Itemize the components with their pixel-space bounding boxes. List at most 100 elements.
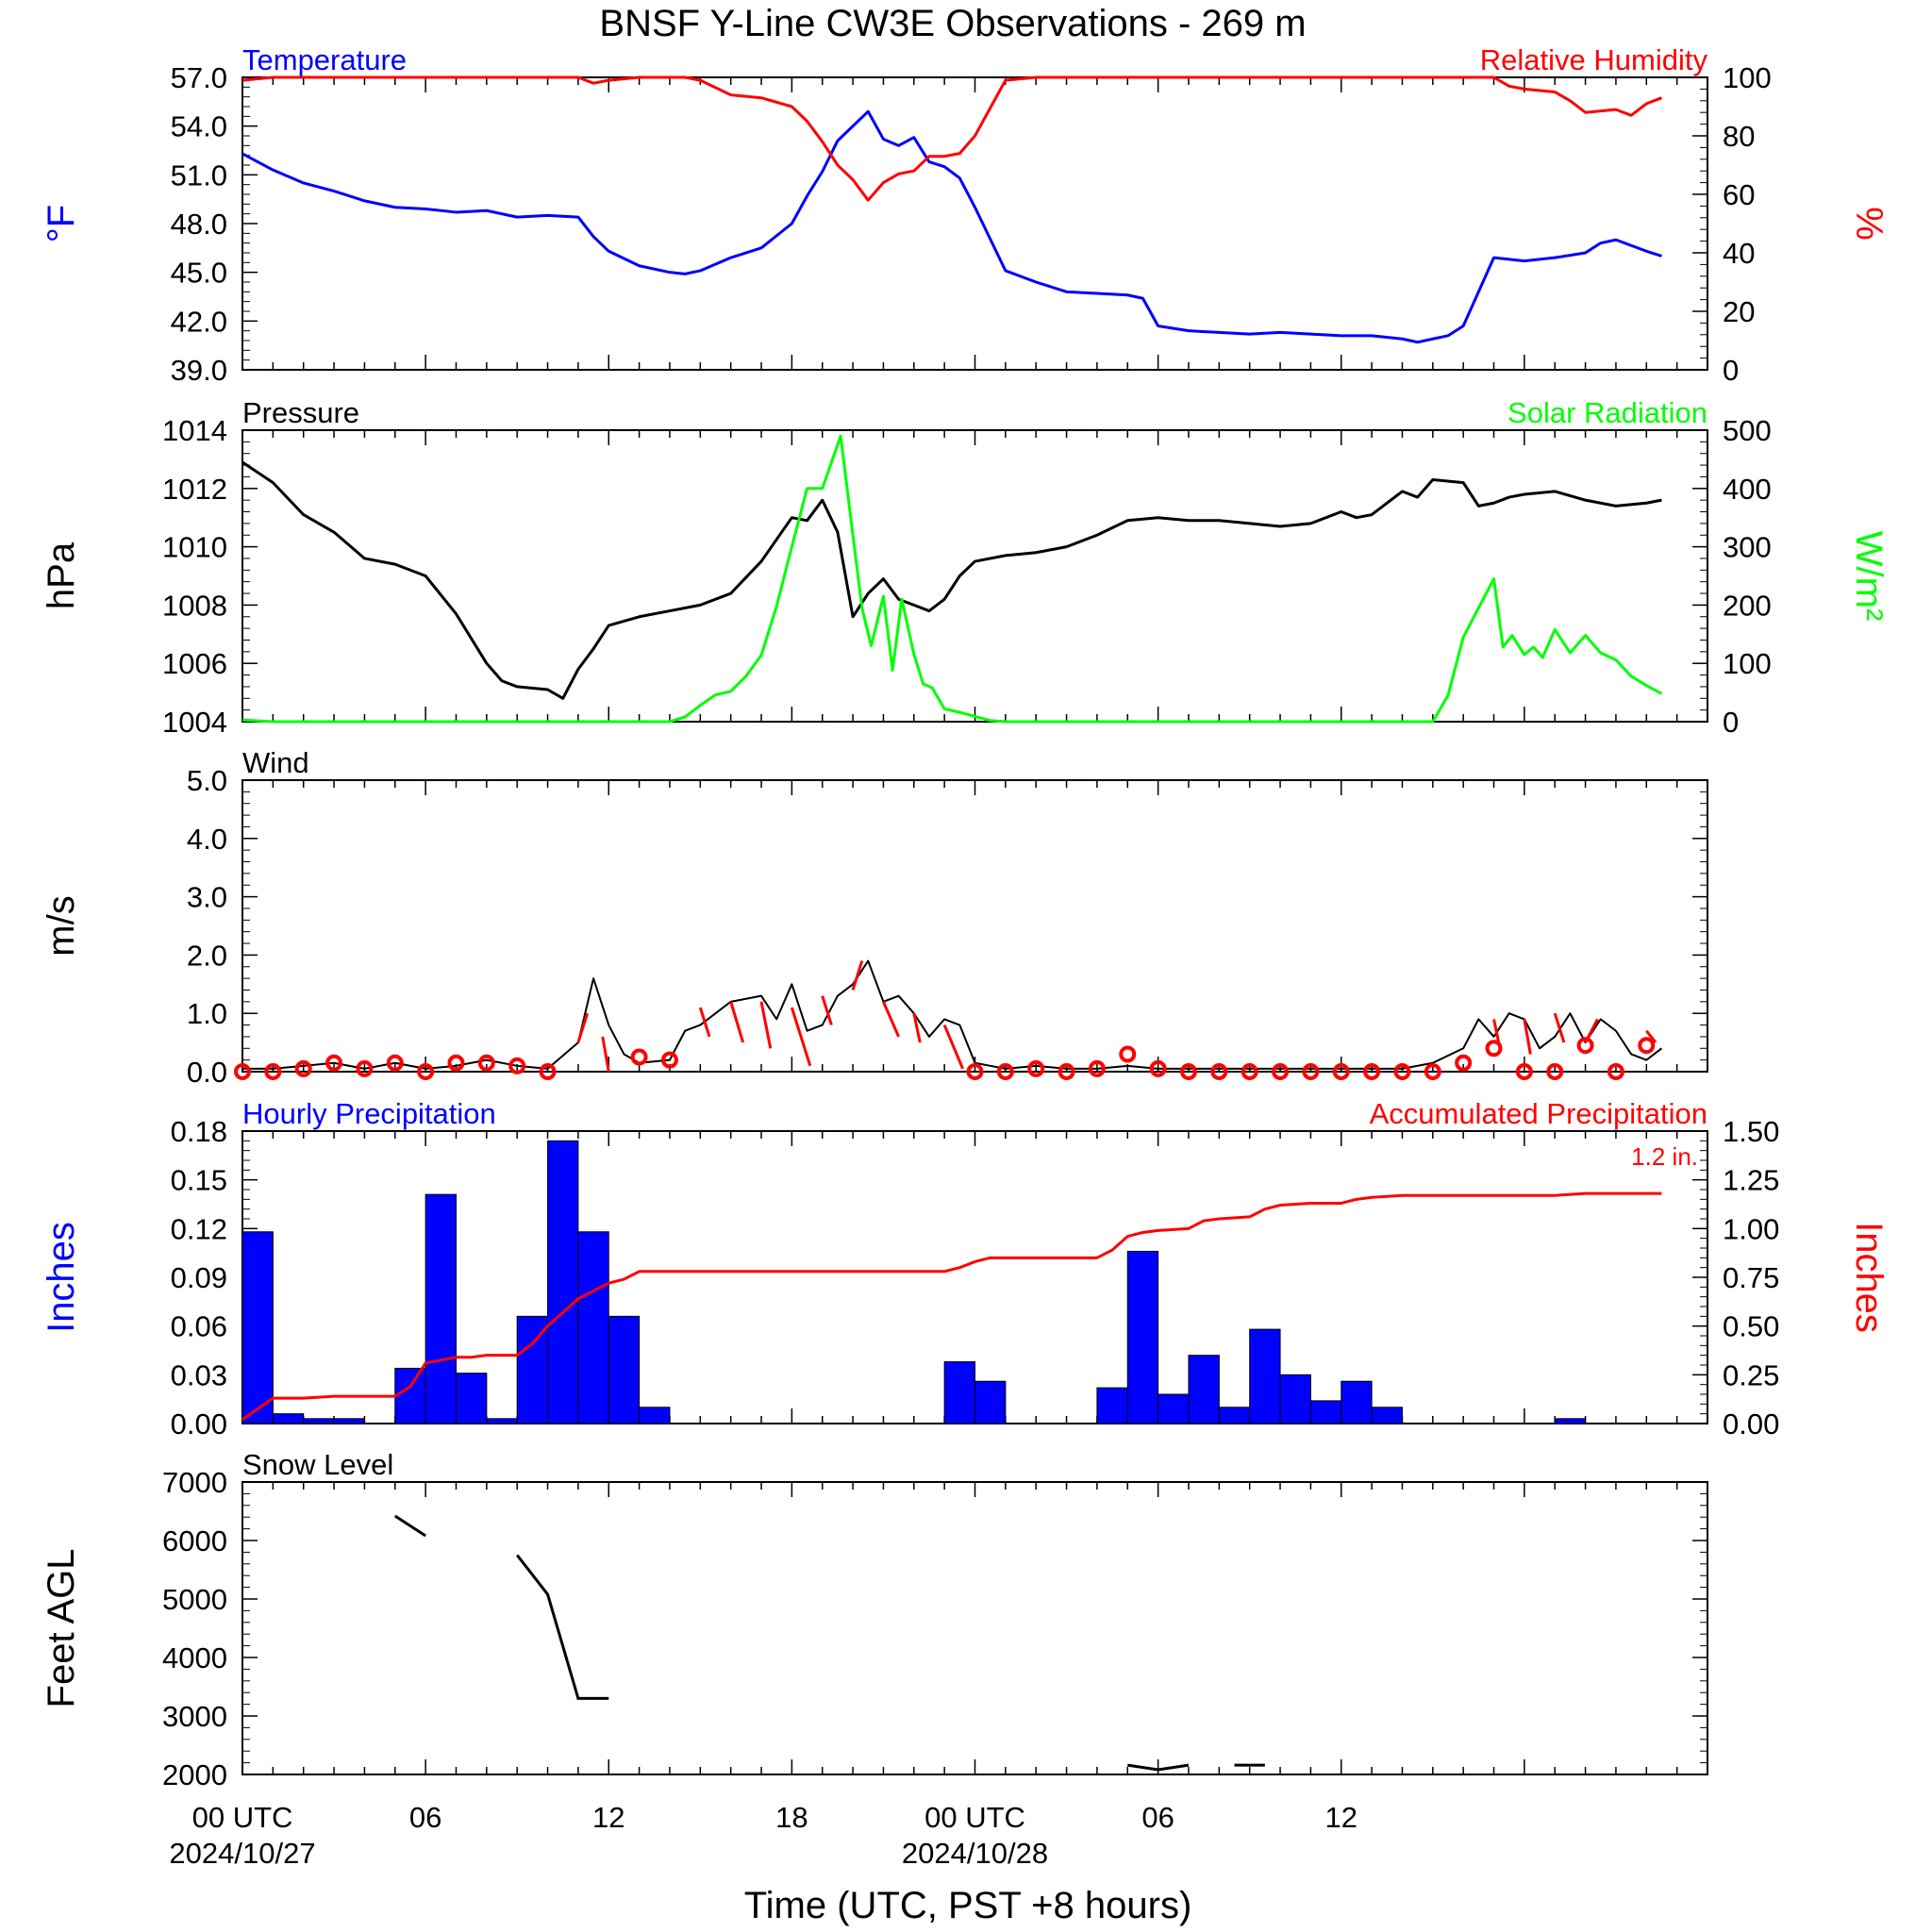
wind-calm-marker xyxy=(447,1054,465,1072)
wind-vector xyxy=(601,1036,610,1073)
precip-bar xyxy=(1279,1374,1311,1424)
wind-calm-marker xyxy=(1424,1063,1441,1080)
series-line-accumulated-precipitation xyxy=(242,1191,1662,1422)
y-tick-label-right: 0 xyxy=(1723,706,1739,739)
panel-pressure-solar: 1004 1006 1008 1010 1012 1014 0 100 200 300 400 500… xyxy=(41,396,1890,739)
y-tick-label-left: 5.0 xyxy=(187,764,227,797)
panel-precipitation: 0.00 0.03 0.06 0.09 0.12 0.15 0.18 0.00 0.25 0.50… xyxy=(41,1097,1890,1441)
y-axis-title-left: m/s xyxy=(41,895,82,956)
precip-bar xyxy=(577,1231,609,1424)
wind-calm-marker xyxy=(1485,1040,1503,1058)
x-tick-date-label: 2024/10/27 xyxy=(169,1837,315,1870)
wind-calm-marker xyxy=(294,1059,312,1077)
wind-calm-marker xyxy=(325,1054,343,1072)
wind-vector xyxy=(576,1012,590,1043)
y-tick-label-left: 1004 xyxy=(162,706,227,739)
wind-calm-marker xyxy=(1088,1059,1106,1077)
y-tick-label-left: 0.18 xyxy=(171,1115,227,1148)
y-tick-label-left: 51.0 xyxy=(171,158,227,192)
y-tick-label-left: 54.0 xyxy=(171,110,227,143)
panels-group: 39.0 42.0 45.0 48.0 51.0 54.0 57.0 0 20 40 60 80 100… xyxy=(41,43,1890,1791)
y-axis-title-left: °F xyxy=(41,205,82,242)
precip-bar xyxy=(974,1380,1007,1424)
y-tick-label-right: 0.00 xyxy=(1723,1407,1779,1441)
wind-calm-marker xyxy=(1607,1063,1624,1080)
snow-level-line xyxy=(1127,1763,1190,1772)
series-line-solar-radiation xyxy=(242,434,1663,724)
wind-vector xyxy=(821,995,833,1026)
y-tick-label-right: 500 xyxy=(1723,414,1772,447)
y-tick-label-left: 1006 xyxy=(162,647,227,680)
wind-vector xyxy=(790,1007,812,1067)
precip-bar xyxy=(1096,1387,1128,1424)
y-tick-label-left: 39.0 xyxy=(171,354,227,387)
y-axis-title-right: W/m² xyxy=(1848,531,1890,622)
x-tick-label: 06 xyxy=(1141,1801,1174,1834)
wind-calm-marker xyxy=(234,1063,251,1080)
precip-bar xyxy=(242,1231,274,1424)
precip-bar xyxy=(1188,1355,1220,1424)
wind-calm-marker xyxy=(1363,1063,1381,1080)
precip-bar xyxy=(1341,1380,1373,1424)
precip-bar xyxy=(1371,1407,1403,1424)
precip-bar xyxy=(333,1418,365,1424)
wind-calm-marker xyxy=(1058,1063,1075,1080)
panel-right-label: Accumulated Precipitation xyxy=(1370,1097,1707,1130)
panel-annotation: 1.2 in. xyxy=(1631,1142,1698,1171)
y-tick-label-right: 1.50 xyxy=(1723,1115,1779,1148)
panel-wind: 0.0 1.0 2.0 3.0 4.0 5.0 Wind m/s xyxy=(41,746,1708,1089)
panel-frame xyxy=(242,779,1708,1073)
wind-vector xyxy=(942,1024,964,1070)
precip-bar xyxy=(1126,1250,1159,1424)
precip-bar xyxy=(1249,1328,1281,1424)
y-tick-label-right: 100 xyxy=(1723,647,1772,680)
y-tick-label-left: 1014 xyxy=(162,414,227,447)
y-axis-title-right: % xyxy=(1848,207,1890,241)
precip-bar xyxy=(455,1373,488,1424)
x-tick-label: 12 xyxy=(592,1801,625,1834)
wind-calm-marker xyxy=(1241,1063,1258,1080)
wind-calm-marker xyxy=(477,1054,495,1072)
y-tick-label-left: 0.09 xyxy=(171,1261,227,1294)
y-tick-label-left: 48.0 xyxy=(171,208,227,241)
panel-left-label: Pressure xyxy=(242,396,359,429)
wind-calm-marker xyxy=(1027,1059,1045,1077)
y-tick-label-left: 0.00 xyxy=(171,1407,227,1441)
wind-calm-marker xyxy=(1149,1059,1167,1077)
x-tick-label: 00 UTC xyxy=(924,1801,1025,1834)
y-tick-label-left: 3000 xyxy=(162,1700,227,1733)
precip-bar xyxy=(516,1315,549,1424)
wind-calm-marker xyxy=(1119,1045,1137,1063)
y-tick-label-left: 0.12 xyxy=(171,1212,227,1245)
y-tick-label-left: 0.15 xyxy=(171,1164,227,1197)
snow-level-line xyxy=(516,1554,609,1700)
wind-calm-marker xyxy=(417,1063,435,1080)
y-tick-label-right: 400 xyxy=(1723,473,1772,506)
wind-calm-marker xyxy=(630,1048,648,1066)
x-tick-label: 00 UTC xyxy=(192,1801,293,1834)
wind-calm-marker xyxy=(966,1063,984,1080)
precip-bar xyxy=(639,1407,671,1424)
wind-calm-marker xyxy=(1455,1054,1473,1072)
panel-frame xyxy=(242,76,1708,371)
x-tick-label: 06 xyxy=(409,1801,441,1834)
wind-calm-marker xyxy=(1332,1063,1350,1080)
y-tick-label-right: 40 xyxy=(1723,237,1755,270)
y-tick-label-right: 0 xyxy=(1723,354,1739,387)
y-axis-title-left: hPa xyxy=(41,541,82,609)
y-tick-label-left: 2.0 xyxy=(187,939,227,972)
panel-frame xyxy=(242,429,1708,723)
precip-bar xyxy=(547,1140,579,1424)
panel-left-label: Snow Level xyxy=(242,1448,393,1481)
figure-title: BNSF Y-Line CW3E Observations - 269 m xyxy=(599,3,1306,44)
y-tick-label-right: 80 xyxy=(1723,120,1755,153)
wind-calm-marker xyxy=(1272,1063,1290,1080)
y-axis-title-right: Inches xyxy=(1848,1222,1890,1333)
y-tick-label-left: 42.0 xyxy=(171,305,227,338)
series-line-temperature xyxy=(242,109,1662,344)
precip-bar xyxy=(608,1315,641,1424)
wind-calm-marker xyxy=(996,1063,1014,1080)
wind-calm-marker xyxy=(1638,1037,1656,1055)
y-tick-label-right: 300 xyxy=(1723,531,1772,564)
